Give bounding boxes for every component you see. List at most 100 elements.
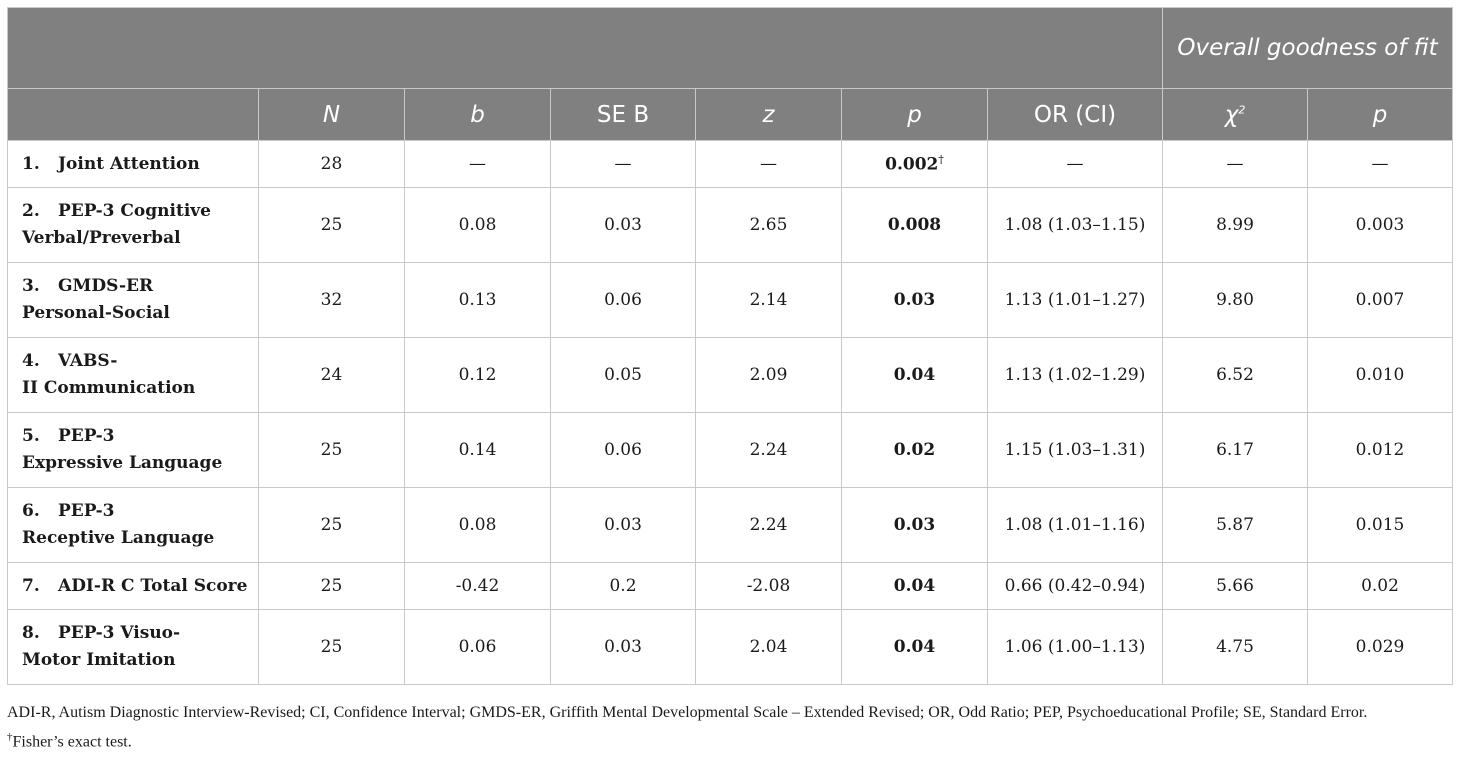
cell-value: 25 (320, 515, 343, 535)
cell-chi: 8.99 (1162, 187, 1309, 263)
cell-chi: 9.80 (1162, 262, 1309, 338)
cell-value: — (1066, 154, 1084, 174)
cell-value: 0.66 (0.42–0.94) (1004, 576, 1146, 596)
cell-p: 0.04 (841, 562, 988, 610)
cell-value: 5.87 (1216, 515, 1254, 535)
cell-b: 0.13 (404, 262, 551, 338)
cell-value: 2.09 (749, 365, 788, 385)
cell-p: 0.02 (841, 412, 988, 488)
cell-gof-p: 0.029 (1307, 609, 1454, 685)
cell-value: — (1371, 154, 1389, 174)
cell-or: 0.66 (0.42–0.94) (986, 562, 1164, 610)
cell-value: 28 (320, 154, 343, 174)
row-label-text: Personal-Social (22, 303, 170, 323)
cell-chi: 4.75 (1162, 609, 1309, 685)
cell-gof-p: 0.003 (1307, 187, 1454, 263)
cell-gof-p: 0.02 (1307, 562, 1454, 610)
cell-b: -0.42 (404, 562, 551, 610)
cell-b: 0.08 (404, 487, 551, 563)
cell-or: — (986, 140, 1164, 188)
cell-n: 25 (258, 562, 405, 610)
table-row: 2. PEP-3 Cognitive Verbal/Preverbal 25 0.08 0… (7, 187, 1454, 263)
row-label: 7. ADI-R C Total Score (7, 562, 259, 610)
cell-p: 0.002† (841, 140, 988, 188)
cell-p: 0.03 (841, 262, 988, 338)
cell-or: 1.08 (1.03–1.15) (986, 187, 1164, 263)
cell-or: 1.13 (1.02–1.29) (986, 337, 1164, 413)
cell-value: 0.03 (604, 515, 642, 535)
cell-z: 2.24 (695, 487, 842, 563)
cell-value: 1.06 (1.00–1.13) (1004, 637, 1146, 657)
col-header-n: N (258, 88, 405, 141)
cell-value: 6.17 (1216, 440, 1254, 460)
row-label-line: 8. PEP-3 Visuo- (22, 620, 258, 647)
cell-b: 0.12 (404, 337, 551, 413)
row-number: 1. (22, 153, 40, 174)
cell-chi: 6.17 (1162, 412, 1309, 488)
cell-value: 1.15 (1.03–1.31) (1004, 440, 1146, 460)
dagger-mark: † (938, 153, 944, 167)
cell-value: 0.13 (458, 290, 497, 310)
cell-value: 1.13 (1.02–1.29) (1004, 365, 1146, 385)
cell-value: 0.04 (893, 365, 936, 385)
cell-p: 0.04 (841, 609, 988, 685)
row-label-line: 4. VABS- (22, 348, 258, 375)
col-header-z: z (695, 88, 842, 141)
cell-value: 0.02 (893, 440, 936, 460)
col-header-gof-p: p (1307, 88, 1454, 141)
row-label-text: PEP-3 (58, 501, 115, 521)
row-label-line: 2. PEP-3 Cognitive (22, 198, 258, 225)
cell-gof-p: 0.015 (1307, 487, 1454, 563)
col-header-se: SE B (550, 88, 696, 141)
row-label: 3. GMDS-ER Personal-Social (7, 262, 259, 338)
row-label-text: II Communication (22, 378, 196, 398)
cell-value: — (614, 154, 632, 174)
row-label: 4. VABS- II Communication (7, 337, 259, 413)
cell-value: 0.002 (885, 154, 939, 175)
results-table: Overall goodness of fit N b SE B z p OR … (6, 7, 1454, 685)
cell-n: 25 (258, 412, 405, 488)
cell-n: 32 (258, 262, 405, 338)
col-header-b: b (404, 88, 551, 141)
chi-superscript: 2 (1238, 102, 1246, 116)
row-label-line: Receptive Language (22, 525, 258, 552)
column-header-row: N b SE B z p OR (CI) χ2 p (7, 88, 1454, 141)
cell-value: 2.04 (749, 637, 788, 657)
table-row: 5. PEP-3 Expressive Language 25 0.14 0.06 2.24… (7, 412, 1454, 488)
cell-value: 0.010 (1355, 365, 1405, 385)
cell-gof-p: 0.007 (1307, 262, 1454, 338)
table-footnotes: ADI-R, Autism Diagnostic Interview-Revis… (7, 701, 1455, 754)
cell-z: 2.14 (695, 262, 842, 338)
cell-or: 1.08 (1.01–1.16) (986, 487, 1164, 563)
cell-or: 1.13 (1.01–1.27) (986, 262, 1164, 338)
cell-value: 0.029 (1355, 637, 1405, 657)
cell-value: 1.08 (1.01–1.16) (1004, 515, 1146, 535)
row-label-line: Personal-Social (22, 300, 258, 327)
cell-value: 0.08 (458, 515, 497, 535)
abbreviations-note: ADI-R, Autism Diagnostic Interview-Revis… (7, 704, 1368, 721)
chi-symbol: χ (1224, 101, 1239, 128)
cell-value: 0.08 (458, 215, 497, 235)
dagger-mark: † (7, 731, 13, 743)
row-label: 1. Joint Attention (7, 140, 259, 188)
cell-value: -0.42 (455, 576, 500, 596)
cell-value: 2.14 (749, 290, 788, 310)
row-label-text: Receptive Language (22, 528, 215, 548)
table-row: 3. GMDS-ER Personal-Social 32 0.13 0.06 2.14 0.… (7, 262, 1454, 338)
cell-value: 2.24 (749, 515, 788, 535)
row-label-line: Expressive Language (22, 450, 258, 477)
table-row: 6. PEP-3 Receptive Language 25 0.08 0.03 2.24 0… (7, 487, 1454, 563)
cell-value: 6.52 (1216, 365, 1254, 385)
cell-value: 0.03 (604, 215, 642, 235)
row-label-text: Expressive Language (22, 453, 223, 473)
row-label-text: PEP-3 (58, 426, 115, 446)
cell-z: 2.09 (695, 337, 842, 413)
cell-value: 24 (320, 365, 343, 385)
row-label-line: 6. PEP-3 (22, 498, 258, 525)
cell-z: 2.04 (695, 609, 842, 685)
row-label-line: 1. Joint Attention (22, 151, 258, 178)
row-number: 6. (22, 501, 40, 521)
cell-value: 0.008 (887, 215, 942, 235)
cell-z: 2.65 (695, 187, 842, 263)
cell-se: 0.2 (550, 562, 696, 610)
